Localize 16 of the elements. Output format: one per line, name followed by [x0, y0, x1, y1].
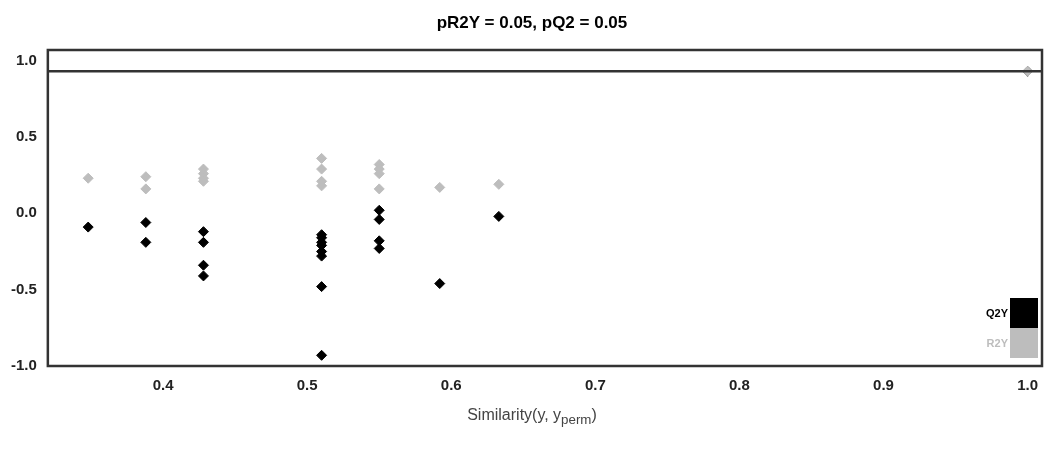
x-tick-label: 1.0	[1017, 376, 1039, 394]
y-tick-label: 0.0	[15, 203, 37, 221]
x-tick-label: 0.4	[152, 376, 175, 394]
text: R2Y	[986, 337, 1008, 349]
x-tick-label: 0.5	[296, 376, 318, 394]
x-tick-label: 0.7	[584, 376, 606, 394]
y-tick-label: -1.0	[10, 356, 37, 374]
y-tick-label: 0.5	[15, 127, 37, 145]
chart-title: pR2Y = 0.05, pQ2 = 0.05	[435, 12, 629, 34]
x-tick-label: 0.6	[440, 376, 462, 394]
y-tick-label: -0.5	[10, 279, 37, 297]
x-tick-label: 0.8	[729, 376, 750, 394]
x-tick-label: 0.9	[873, 376, 894, 394]
x-axis-title: Similarity(y, y$_{perm}$)	[466, 406, 598, 428]
text: Q2Y	[985, 307, 1008, 319]
y-tick-label: 1.0	[15, 50, 37, 68]
